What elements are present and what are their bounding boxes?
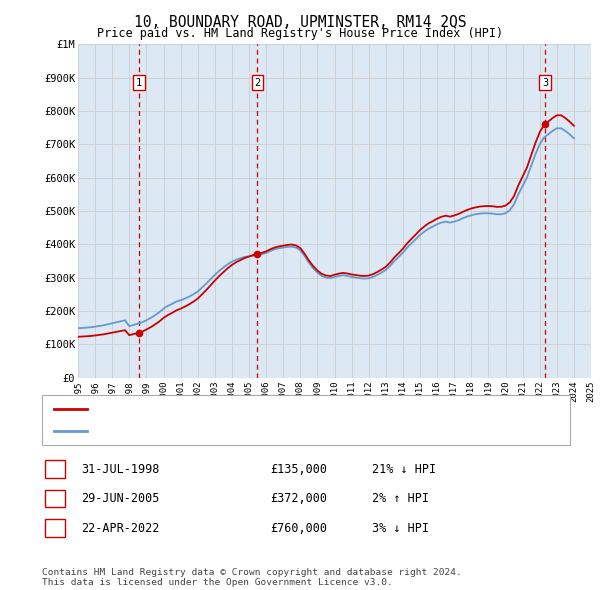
Text: 21% ↓ HPI: 21% ↓ HPI (372, 463, 436, 476)
Text: Price paid vs. HM Land Registry's House Price Index (HPI): Price paid vs. HM Land Registry's House … (97, 27, 503, 40)
Text: 2: 2 (52, 492, 58, 505)
Text: 2% ↑ HPI: 2% ↑ HPI (372, 492, 429, 505)
Text: 3: 3 (542, 78, 548, 87)
Text: 22-APR-2022: 22-APR-2022 (81, 522, 160, 535)
Text: £760,000: £760,000 (270, 522, 327, 535)
Text: 31-JUL-1998: 31-JUL-1998 (81, 463, 160, 476)
Text: 1: 1 (136, 78, 142, 87)
Text: 10, BOUNDARY ROAD, UPMINSTER, RM14 2QS: 10, BOUNDARY ROAD, UPMINSTER, RM14 2QS (134, 15, 466, 30)
Text: 10, BOUNDARY ROAD, UPMINSTER, RM14 2QS (detached house): 10, BOUNDARY ROAD, UPMINSTER, RM14 2QS (… (93, 404, 437, 414)
Text: Contains HM Land Registry data © Crown copyright and database right 2024.
This d: Contains HM Land Registry data © Crown c… (42, 568, 462, 587)
Text: 2: 2 (254, 78, 260, 87)
Text: HPI: Average price, detached house, Havering: HPI: Average price, detached house, Have… (93, 427, 368, 437)
Text: 29-JUN-2005: 29-JUN-2005 (81, 492, 160, 505)
Text: 1: 1 (52, 463, 58, 476)
Text: £135,000: £135,000 (270, 463, 327, 476)
Text: £372,000: £372,000 (270, 492, 327, 505)
Text: 3% ↓ HPI: 3% ↓ HPI (372, 522, 429, 535)
Text: 3: 3 (52, 522, 58, 535)
